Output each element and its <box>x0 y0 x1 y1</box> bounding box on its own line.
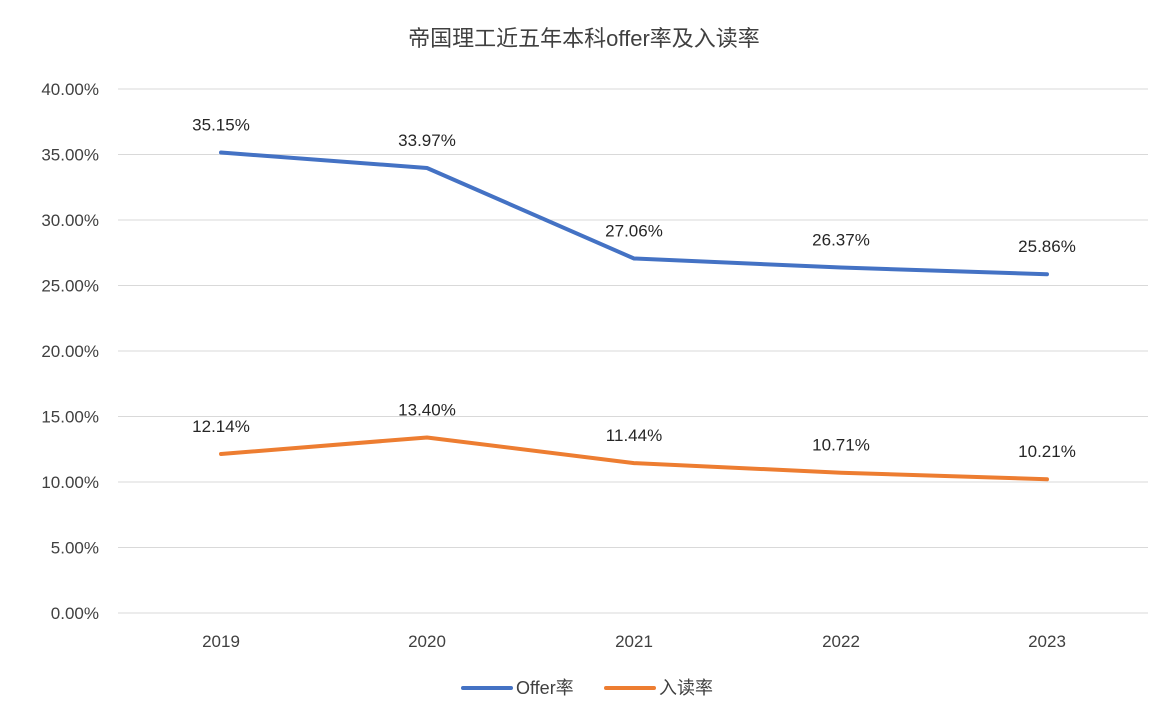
data-label: 10.21% <box>1018 442 1076 461</box>
data-label: 26.37% <box>812 231 870 250</box>
x-tick-label: 2019 <box>202 632 240 651</box>
legend-label-0: Offer率 <box>516 678 574 698</box>
y-tick-label: 0.00% <box>51 604 99 623</box>
data-label: 35.15% <box>192 116 250 135</box>
y-axis: 0.00% 5.00% 10.00% 15.00% 20.00% 25.00% 30.00%… <box>41 80 99 623</box>
x-tick-label: 2022 <box>822 632 860 651</box>
series-line-0 <box>219 150 1049 277</box>
x-tick-label: 2020 <box>408 632 446 651</box>
grid-lines <box>118 88 1148 614</box>
data-labels: 35.15% 33.97% 27.06% 26.37% 25.86% 12.14% 13.4… <box>192 116 1076 462</box>
data-label: 25.86% <box>1018 237 1076 256</box>
y-tick-label: 40.00% <box>41 80 99 99</box>
data-label: 33.97% <box>398 131 456 150</box>
series-lines <box>219 150 1049 482</box>
data-label: 13.40% <box>398 400 456 419</box>
y-tick-label: 30.00% <box>41 211 99 230</box>
x-tick-label: 2023 <box>1028 632 1066 651</box>
data-label: 12.14% <box>192 417 250 436</box>
y-tick-label: 35.00% <box>41 146 99 165</box>
y-tick-label: 20.00% <box>41 342 99 361</box>
data-label: 27.06% <box>605 222 663 241</box>
legend-label-1: 入读率 <box>659 678 713 698</box>
data-label: 10.71% <box>812 436 870 455</box>
x-axis: 2019 2020 2021 2022 2023 <box>202 632 1066 651</box>
chart-title: 帝国理工近五年本科offer率及入读率 <box>408 26 760 51</box>
x-tick-label: 2021 <box>615 632 653 651</box>
y-tick-label: 10.00% <box>41 473 99 492</box>
legend: Offer率 入读率 <box>461 678 713 698</box>
data-label: 11.44% <box>606 426 662 445</box>
y-tick-label: 25.00% <box>41 277 99 296</box>
y-tick-label: 5.00% <box>51 539 99 558</box>
y-tick-label: 15.00% <box>41 408 99 427</box>
